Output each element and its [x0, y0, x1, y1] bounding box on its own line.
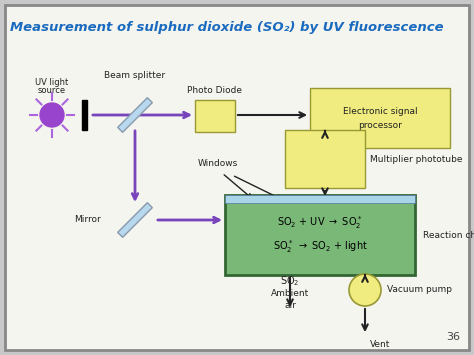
- Text: Mirror: Mirror: [74, 215, 101, 224]
- Circle shape: [349, 274, 381, 306]
- Bar: [285, 130, 365, 188]
- Text: Measurement of sulphur dioxide (SO₂) by UV fluorescence: Measurement of sulphur dioxide (SO₂) by …: [10, 22, 444, 34]
- Text: SO$_2^*$ $\rightarrow$ SO$_2$ + light: SO$_2^*$ $\rightarrow$ SO$_2$ + light: [273, 239, 367, 255]
- Text: SO$_2$ + UV $\rightarrow$ SO$_2^*$: SO$_2$ + UV $\rightarrow$ SO$_2^*$: [277, 215, 363, 231]
- Bar: [225, 195, 415, 275]
- Text: Vacuum pump: Vacuum pump: [387, 285, 452, 295]
- Text: Reaction chamber: Reaction chamber: [423, 230, 474, 240]
- Polygon shape: [118, 98, 152, 132]
- Text: Beam splitter: Beam splitter: [104, 71, 165, 80]
- Bar: [82, 100, 87, 130]
- Text: air: air: [284, 301, 296, 310]
- Text: Photo Diode: Photo Diode: [188, 86, 243, 95]
- Text: 36: 36: [446, 332, 460, 342]
- Text: source: source: [38, 86, 66, 95]
- Text: Vent: Vent: [370, 340, 391, 349]
- Text: Multiplier phototube: Multiplier phototube: [370, 154, 463, 164]
- Polygon shape: [118, 203, 152, 237]
- Text: Electronic signal: Electronic signal: [343, 106, 417, 115]
- Circle shape: [40, 103, 64, 127]
- Text: Windows: Windows: [198, 159, 238, 168]
- Text: UV light: UV light: [36, 78, 69, 87]
- Bar: [310, 88, 450, 148]
- Text: processor: processor: [358, 121, 402, 131]
- Text: Ambient: Ambient: [271, 289, 309, 298]
- Bar: [195, 100, 235, 132]
- Bar: [225, 195, 415, 203]
- FancyBboxPatch shape: [5, 5, 469, 350]
- Text: SO$_2$: SO$_2$: [280, 274, 300, 288]
